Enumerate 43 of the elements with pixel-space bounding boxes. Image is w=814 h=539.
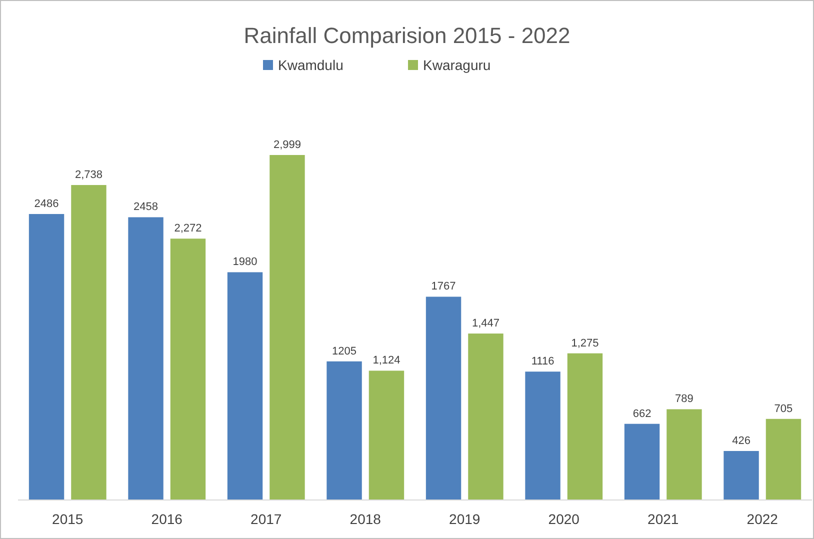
data-label: 1,275: [571, 337, 599, 350]
bar: [71, 185, 106, 500]
bar: [426, 296, 462, 500]
data-label: 1767: [431, 280, 456, 293]
data-label: 1205: [332, 345, 357, 358]
data-label: 789: [675, 393, 694, 406]
data-label: 1116: [531, 356, 554, 368]
data-label: 1,124: [372, 354, 400, 367]
legend-label: Kwamdulu: [278, 57, 344, 73]
bar: [170, 238, 206, 500]
bar: [624, 424, 660, 500]
bar: [468, 334, 504, 500]
data-label: 1,447: [472, 318, 500, 330]
data-label: 2,738: [74, 169, 102, 182]
chart-title: Rainfall Comparision 2015 - 2022: [244, 23, 570, 48]
data-label: 705: [774, 402, 793, 415]
data-label: 426: [732, 434, 750, 447]
bar: [525, 372, 560, 500]
bar: [326, 361, 362, 500]
bar: [28, 214, 64, 500]
x-tick-label: 2016: [151, 511, 183, 527]
x-tick-label: 2021: [648, 511, 679, 527]
data-label: 2458: [134, 201, 158, 214]
data-label: 2486: [34, 198, 59, 210]
x-tick-label: 2017: [250, 511, 282, 527]
bar: [128, 217, 164, 500]
bar: [368, 370, 404, 500]
bar: [270, 155, 305, 500]
data-label: 2,999: [273, 139, 301, 151]
x-tick-label: 2022: [746, 511, 778, 527]
bar: [766, 418, 802, 500]
data-label: 2,272: [174, 222, 202, 235]
data-label: 662: [632, 408, 652, 420]
bar: [666, 409, 702, 500]
x-tick-label: 2019: [449, 511, 480, 527]
bar: [567, 353, 603, 500]
bar: [227, 272, 263, 500]
data-label: 1980: [232, 256, 258, 268]
bar: [724, 450, 759, 500]
x-tick-label: 2018: [350, 511, 382, 527]
x-tick-label: 2020: [548, 511, 580, 527]
x-tick-label: 2015: [52, 511, 84, 527]
legend-label: Kwaraguru: [423, 57, 491, 73]
